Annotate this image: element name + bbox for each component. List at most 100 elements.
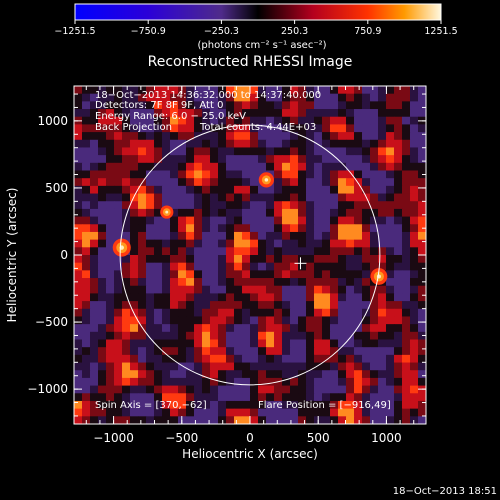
heatmap-cell [354,255,363,264]
heatmap-cell [130,293,139,302]
heatmap-cell [162,93,171,102]
heatmap-cell [138,208,147,217]
heatmap-cell [378,93,387,102]
heatmap-cell [234,362,243,371]
heatmap-cell [258,285,267,294]
heatmap-cell [330,408,339,417]
heatmap-cell [154,308,163,317]
heatmap-cell [386,278,395,287]
heatmap-cell [274,216,283,225]
heatmap-cell [194,270,203,279]
heatmap-cell [410,377,419,386]
heatmap-cell [258,301,267,310]
heatmap-cell [386,116,395,125]
heatmap-cell [258,231,267,241]
heatmap-cell [362,201,371,210]
heatmap-cell [74,316,83,325]
heatmap-cell [410,324,419,333]
heatmap-cell [250,255,259,264]
heatmap-cell [346,147,355,156]
heatmap-cell [322,293,331,302]
heatmap-cell [322,339,331,348]
heatmap-cell [266,193,275,202]
heatmap-cell [370,109,379,118]
heatmap-cell [90,185,99,194]
heatmap-cell [386,216,395,225]
heatmap-cell [282,124,291,133]
heatmap-cell [394,255,403,264]
heatmap-cell [402,255,411,264]
heatmap-cell [338,347,347,356]
heatmap-cell [130,208,139,217]
heatmap-cell [146,408,155,417]
heatmap-cell [290,255,299,264]
heatmap-cell [274,132,283,141]
heatmap-cell [210,116,219,125]
heatmap-cell [178,132,187,141]
heatmap-cell [282,147,291,156]
heatmap-cell [242,109,251,118]
heatmap-cell [298,393,307,402]
heatmap-cell [82,116,91,125]
heatmap-cell [194,278,203,287]
heatmap-cell [186,208,195,217]
heatmap-cell [314,362,323,371]
heatmap-cell [378,116,387,125]
heatmap-cell [138,93,147,102]
heatmap-cell [290,231,299,241]
heatmap-cell [330,262,339,271]
heatmap-cell [154,293,163,302]
heatmap-cell [98,224,107,233]
heatmap-cell [202,262,211,271]
heatmap-cell [218,400,227,410]
heatmap-cell [370,385,379,394]
heatmap-cell [138,393,147,402]
heatmap-cell [410,86,419,95]
heatmap-cell [314,301,323,310]
heatmap-cell [186,109,195,118]
heatmap-cell [394,162,403,171]
heatmap-cell [178,201,187,210]
heatmap-cell [90,370,99,379]
heatmap-cell [386,86,395,95]
heatmap-cell [98,231,107,241]
heatmap-cell [210,416,219,424]
heatmap-cell [394,109,403,118]
heatmap-cell [90,400,99,410]
heatmap-cell [266,385,275,394]
heatmap-cell [218,270,227,279]
heatmap-cell [130,116,139,125]
heatmap-cell [114,316,123,325]
heatmap-cell [314,316,323,325]
heatmap-cell [306,354,315,363]
heatmap-cell [346,201,355,210]
heatmap-cell [346,224,355,233]
heatmap-cell [90,86,99,95]
heatmap-cell [370,285,379,294]
heatmap-cell [146,301,155,310]
heatmap-cell [410,162,419,171]
heatmap-cell [370,208,379,217]
annotation-total-counts: Total counts: 4.44E+03 [199,122,316,133]
heatmap-cell [106,393,115,402]
heatmap-cell [106,416,115,424]
heatmap-cell [226,93,235,102]
heatmap-cell [146,285,155,294]
heatmap-cell [402,247,411,256]
heatmap-cell [306,278,315,287]
heatmap-cell [274,400,283,410]
heatmap-cell [194,385,203,394]
heatmap-cell [410,93,419,102]
heatmap-cell [242,278,251,287]
heatmap-cell [250,308,259,317]
heatmap-cell [362,178,371,187]
heatmap-cell [322,331,331,340]
heatmap-cell [186,416,195,424]
heatmap-cell [74,339,83,348]
heatmap-cell [362,216,371,225]
heatmap-cell [202,354,211,363]
heatmap-cell [90,385,99,394]
heatmap-cell [178,301,187,310]
heatmap-cell [122,185,131,194]
heatmap-cell [122,362,131,371]
